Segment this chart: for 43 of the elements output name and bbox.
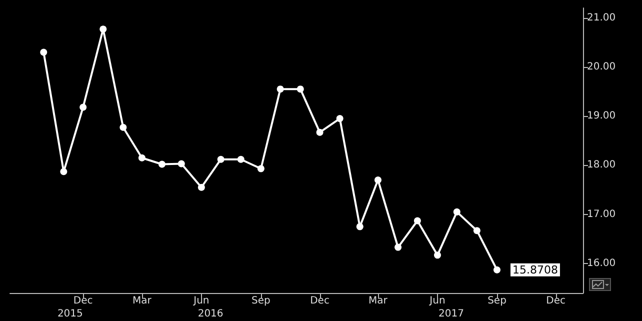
x-tick-label: Mar: [132, 296, 152, 306]
point: [493, 266, 500, 274]
y-tick-label: 20.00: [587, 61, 616, 72]
y-tick-label: 21.00: [587, 12, 616, 24]
point: [217, 156, 224, 163]
point: [434, 252, 441, 259]
point: [316, 128, 324, 136]
point: [356, 223, 364, 230]
x-tick-label: Dec: [546, 296, 566, 306]
point: [120, 124, 127, 131]
y-tick-label: 17.00: [587, 208, 616, 220]
text: 2015: [57, 308, 83, 320]
y-tick-label: 19.00: [587, 110, 616, 122]
x-tick-label: Sep: [252, 296, 270, 306]
point: [336, 115, 344, 122]
point: [60, 168, 68, 176]
y-tick-label: 18.00: [587, 160, 616, 171]
point: [296, 86, 304, 93]
x-tick-label: Jun: [428, 296, 446, 306]
point: [237, 156, 244, 163]
text: 2016: [198, 308, 224, 320]
point: [178, 160, 185, 168]
x-tick-label: Dec: [310, 296, 330, 306]
point: [158, 160, 166, 168]
x-tick-label: Dec: [73, 296, 93, 306]
point: [40, 48, 48, 56]
point: [374, 176, 382, 184]
point: [198, 184, 205, 191]
point: [276, 86, 284, 93]
point: [100, 26, 107, 33]
point: [453, 208, 460, 216]
x-tick-label: Sep: [488, 296, 506, 306]
x-tick-label: Jun: [192, 296, 210, 306]
point: [257, 165, 264, 172]
point: [138, 154, 146, 162]
point: [80, 104, 87, 111]
x-tick-label: Mar: [368, 296, 388, 306]
point: [473, 227, 480, 234]
point: [414, 217, 421, 224]
y-tick-label: 16.00: [587, 258, 616, 270]
data-label: 15.8708: [512, 263, 558, 276]
point: [394, 244, 402, 251]
text: 2017: [438, 308, 464, 320]
